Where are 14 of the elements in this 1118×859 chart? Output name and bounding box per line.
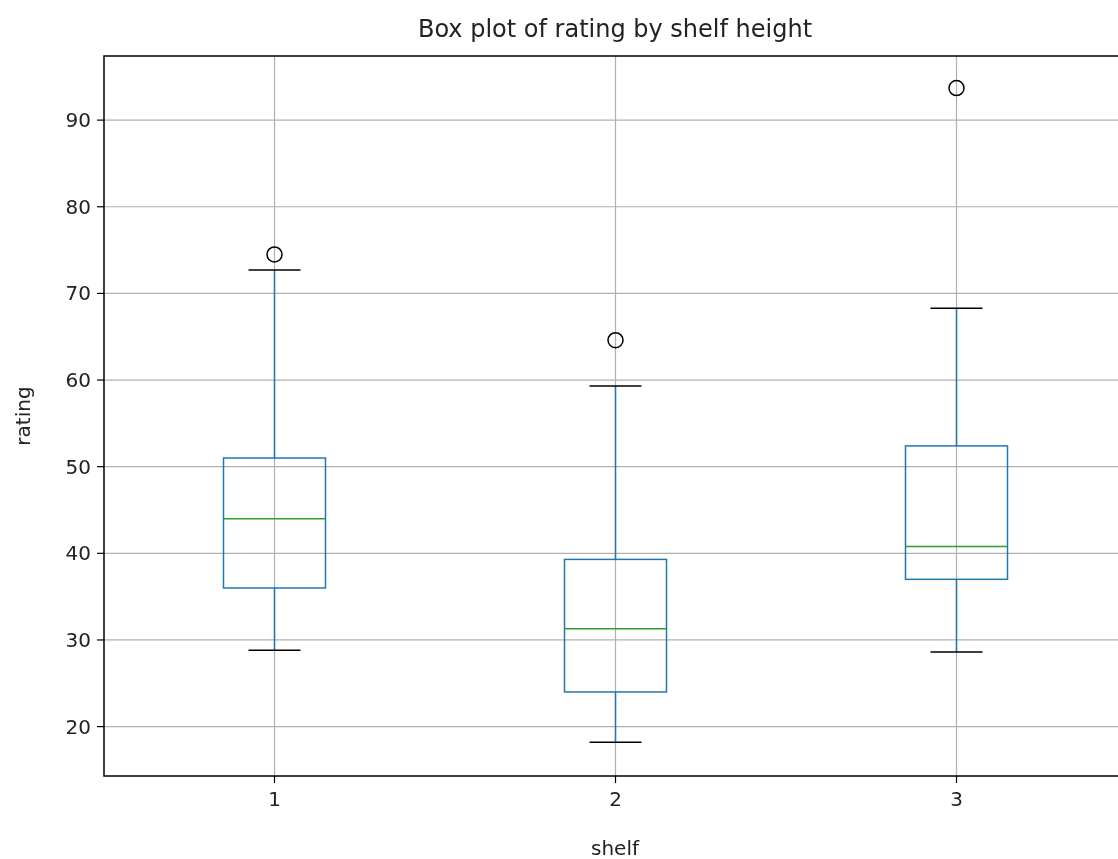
y-tick-label: 30	[65, 627, 91, 652]
x-axis-title: shelf	[591, 836, 640, 859]
x-tick-label: 1	[268, 787, 281, 811]
x-tick-label: 2	[609, 787, 622, 811]
y-tick-label: 90	[65, 108, 91, 133]
y-tick-label: 70	[65, 281, 91, 306]
y-tick-label: 50	[65, 454, 91, 479]
y-tick-label: 20	[65, 714, 91, 739]
y-axis-title: rating	[11, 386, 35, 446]
chart-title: Box plot of rating by shelf height	[417, 15, 813, 43]
y-tick-label: 40	[65, 541, 91, 566]
y-tick-label: 80	[65, 194, 91, 219]
y-tick-label: 60	[65, 368, 91, 393]
x-tick-label: 3	[950, 787, 963, 811]
